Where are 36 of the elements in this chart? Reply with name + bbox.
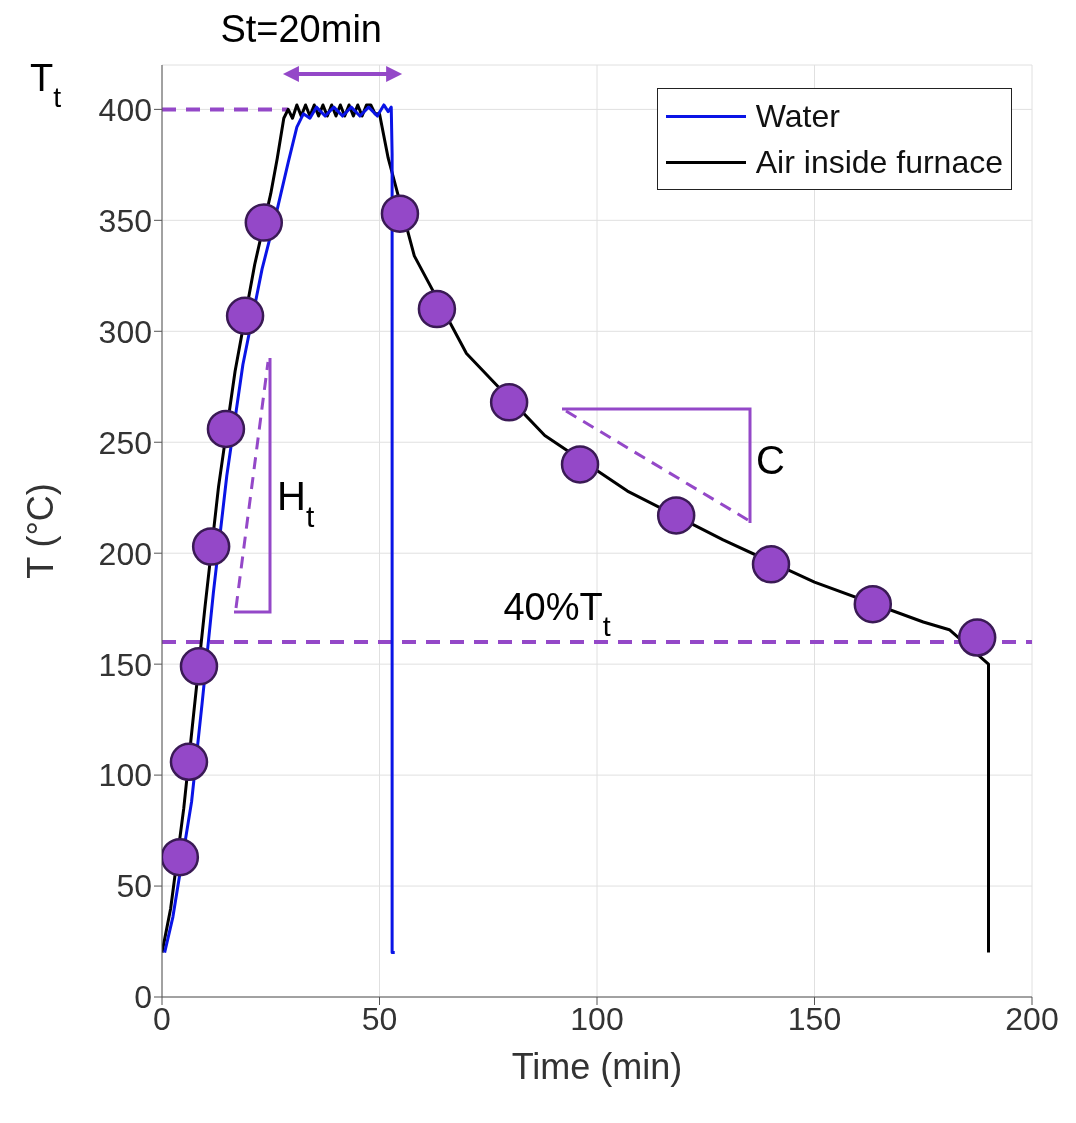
point xyxy=(656,496,696,535)
y-tick-label: 350 xyxy=(98,202,152,239)
x-tick-label: 100 xyxy=(570,1000,624,1037)
point xyxy=(179,647,219,686)
text: St=20min xyxy=(220,8,382,50)
y-axis-title: T (°C) xyxy=(19,483,61,579)
x-tick-label: 150 xyxy=(787,1000,842,1037)
point xyxy=(191,527,231,566)
x-tick-label: 200 xyxy=(1005,1000,1059,1037)
y-tick-label: 300 xyxy=(98,313,152,350)
point xyxy=(417,289,457,329)
annotation: C xyxy=(756,438,785,482)
y-tick-label: 100 xyxy=(98,757,152,794)
x-tick-label: 50 xyxy=(361,1000,398,1037)
ref-line-label: 40%T$_{t}$ xyxy=(503,585,611,642)
point xyxy=(169,742,209,782)
point xyxy=(489,383,529,422)
y-tick-label: 50 xyxy=(116,868,152,905)
point xyxy=(225,296,265,335)
point xyxy=(853,584,893,624)
legend-label: Air inside furnace xyxy=(754,143,1003,182)
point xyxy=(957,618,997,657)
ref-line-label: T$_{t}$ xyxy=(30,57,62,114)
legend-label: Water xyxy=(754,97,841,136)
y-tick-label: 400 xyxy=(98,91,152,128)
point xyxy=(206,409,246,449)
point xyxy=(560,445,600,484)
x-axis-title: Time (min) xyxy=(511,1046,683,1087)
point xyxy=(751,545,791,584)
point xyxy=(380,194,420,233)
point xyxy=(244,203,284,242)
y-tick-label: 250 xyxy=(98,424,152,461)
point xyxy=(162,837,200,877)
annotation: H$_{t}$ xyxy=(277,474,315,533)
y-tick-label: 200 xyxy=(98,535,152,572)
y-tick-label: 150 xyxy=(98,646,152,683)
